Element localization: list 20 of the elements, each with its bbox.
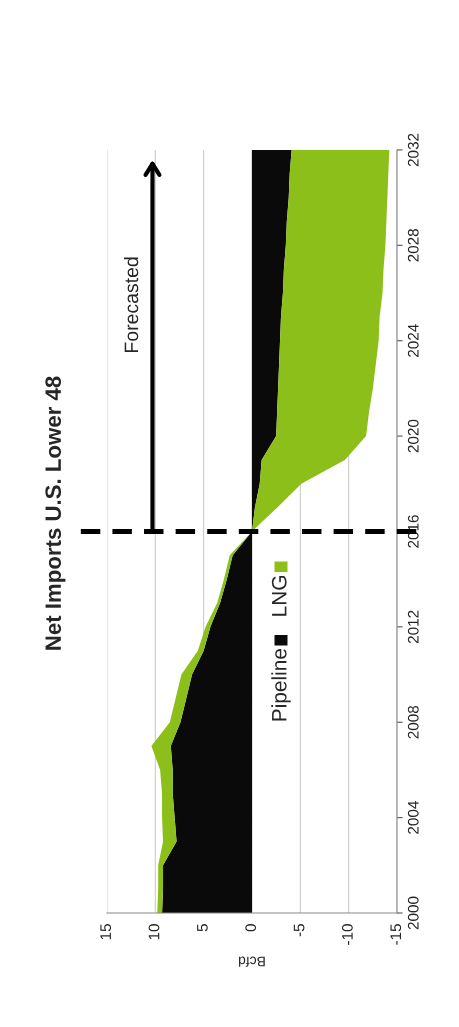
annotation: Forecasted (123, 257, 139, 352)
x-tick-label: 5 (197, 924, 208, 932)
y-tick-label: 2008 (407, 705, 419, 739)
y-tick-label: 2024 (407, 324, 419, 357)
x-tick-label: -15 (390, 924, 402, 945)
legend-label: Pipeline (271, 649, 291, 721)
y-tick-label: 2028 (407, 228, 419, 262)
x-tick-label: -10 (341, 924, 353, 945)
x-axis-title: Bcfd (238, 956, 265, 967)
y-tick-label: 2032 (407, 133, 419, 167)
y-tick-label: 2020 (407, 419, 419, 453)
x-tick-label: -5 (293, 924, 305, 937)
y-tick-label: 2012 (407, 610, 419, 644)
text: Net Imports U.S. Lower 48 (45, 376, 66, 650)
y-tick-label: 2000 (407, 896, 419, 930)
x-tick-label: 0 (245, 924, 257, 932)
legend-label: LNG (271, 576, 287, 616)
x-tick-label: 10 (148, 924, 160, 940)
x-tick-label: 15 (100, 924, 112, 940)
y-tick-label: 2004 (407, 801, 419, 834)
